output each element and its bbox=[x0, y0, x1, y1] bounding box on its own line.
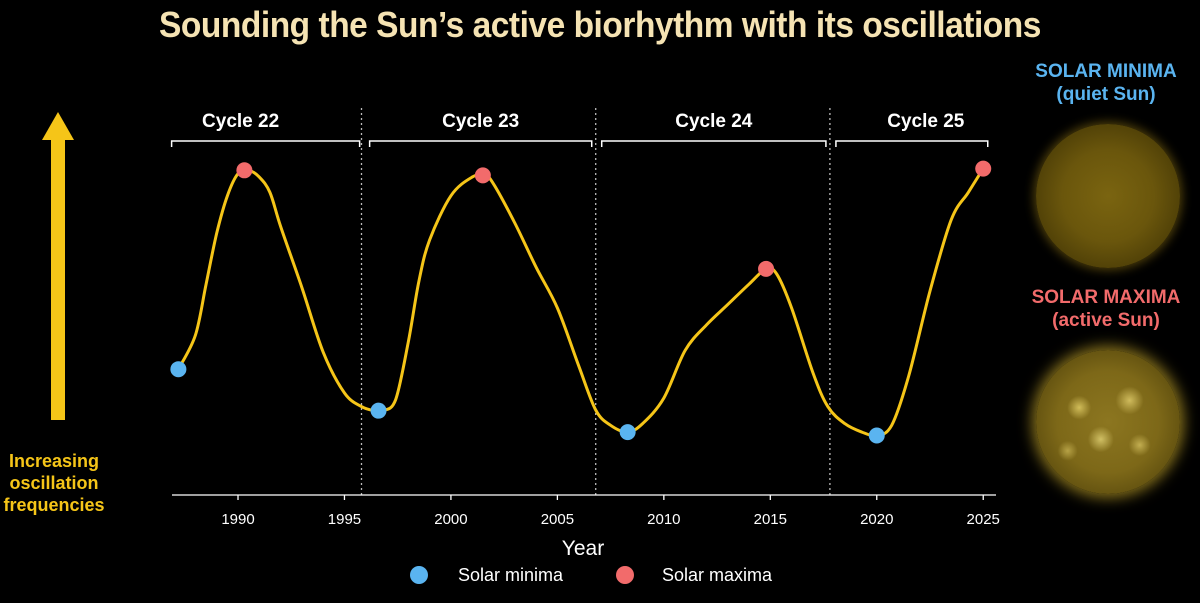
active-sun-image bbox=[1036, 350, 1180, 494]
cycle-bracket bbox=[835, 140, 989, 147]
arrow-up-icon bbox=[42, 112, 74, 140]
x-tick-label: 1990 bbox=[221, 511, 254, 528]
legend-minima-marker bbox=[410, 566, 428, 584]
cycle-label: Cycle 22 bbox=[202, 111, 279, 132]
maximum-point bbox=[474, 167, 491, 184]
solar-maxima-subtitle: (active Sun) bbox=[1052, 310, 1160, 331]
cycle-label: Cycle 25 bbox=[887, 111, 965, 132]
page-title: Sounding the Sun’s active biorhythm with… bbox=[159, 4, 1041, 45]
cycle-brackets: Cycle 22 Cycle 23 Cycle 24 Cycle 25 bbox=[170, 111, 989, 147]
x-tick-label: 2000 bbox=[434, 511, 467, 528]
arrow-label-line: frequencies bbox=[3, 495, 105, 515]
x-tick-label: 2020 bbox=[860, 511, 893, 528]
x-tick-label: 2010 bbox=[647, 511, 680, 528]
solar-maxima-label: SOLAR MAXIMA (active Sun) bbox=[1006, 286, 1200, 332]
arrow-label: Increasing oscillation frequencies bbox=[0, 450, 108, 516]
cycle-bracket bbox=[368, 140, 593, 147]
x-axis-label: Year bbox=[562, 537, 604, 560]
solar-minima-title: SOLAR MINIMA bbox=[1035, 61, 1177, 82]
maximum-point bbox=[758, 260, 775, 277]
x-tick-label: 2015 bbox=[754, 511, 787, 528]
x-axis: 1990 1995 2000 2005 2010 2015 2020 2025 bbox=[172, 494, 1000, 528]
cycle-bracket bbox=[170, 140, 361, 147]
legend-maxima-label: Solar maxima bbox=[662, 565, 773, 585]
x-tick-label: 1995 bbox=[328, 511, 361, 528]
cycle-label: Cycle 24 bbox=[675, 111, 753, 132]
solar-minima-label: SOLAR MINIMA (quiet Sun) bbox=[1006, 60, 1200, 106]
quiet-sun-image bbox=[1036, 124, 1180, 268]
legend-maxima-marker bbox=[616, 566, 634, 584]
arrow-label-line: oscillation bbox=[9, 473, 99, 493]
cycle-label: Cycle 23 bbox=[442, 111, 519, 132]
x-tick-label: 2005 bbox=[541, 511, 574, 528]
oscillation-chart: Cycle 22 Cycle 23 Cycle 24 Cycle 25 1990 199… bbox=[170, 108, 1000, 560]
cycle-bracket bbox=[600, 140, 827, 147]
legend-minima-label: Solar minima bbox=[458, 565, 564, 585]
arrow-label-line: Increasing bbox=[8, 451, 100, 471]
minimum-point bbox=[868, 427, 885, 444]
maximum-point bbox=[975, 160, 992, 177]
maximum-point bbox=[236, 162, 253, 179]
arrow-shaft bbox=[51, 138, 65, 420]
extrema-points bbox=[170, 160, 992, 444]
activity-curve bbox=[176, 167, 985, 438]
cycle-boundaries bbox=[360, 108, 831, 495]
x-tick-label: 2025 bbox=[967, 511, 1000, 528]
minimum-point bbox=[619, 424, 636, 441]
minimum-point bbox=[170, 361, 187, 378]
solar-maxima-title: SOLAR MAXIMA bbox=[1031, 287, 1181, 308]
minimum-point bbox=[370, 402, 387, 419]
solar-minima-subtitle: (quiet Sun) bbox=[1056, 84, 1156, 105]
